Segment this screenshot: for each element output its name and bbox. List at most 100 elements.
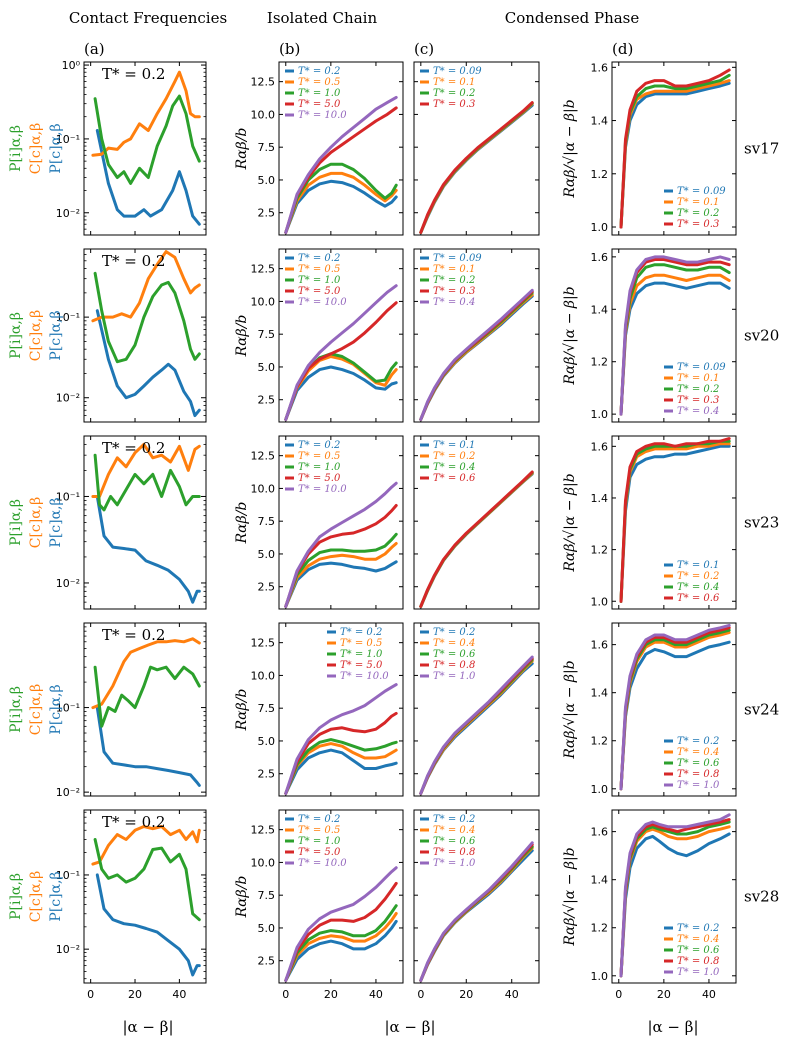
- panel-b-legend-entry: T* = 5.0: [340, 660, 383, 671]
- panel-d-legend-entry: T* = 0.1: [677, 373, 719, 384]
- panel-c-series-green: [419, 101, 534, 234]
- row-label-sv20: sv20: [744, 327, 779, 345]
- panel-a-ylabel-blue: P[c]α,β: [48, 310, 64, 360]
- panel-c-legend-entry: T* = 0.8: [433, 847, 475, 858]
- panel-b-legend-entry: T* = 10.0: [298, 484, 347, 495]
- panel-b-series-purple: [284, 284, 398, 421]
- panel-d-ytick-label: 1.2: [591, 922, 609, 935]
- panel-d-ytick-label: 1.0: [591, 221, 609, 234]
- panel-b-ylabel: Rαβ/b: [234, 128, 250, 171]
- panel-b-ytick-label: 2.5: [258, 955, 276, 968]
- panel-a-row0-frame: [83, 61, 207, 236]
- panel-d-ytick-label: 1.6: [591, 251, 609, 264]
- panel-b-ylabel: Rαβ/b: [234, 502, 250, 545]
- panel-c-legend-entry: T* = 0.6: [433, 649, 476, 660]
- panel-c-legend-entry: T* = 0.09: [433, 253, 482, 264]
- panel-c-series-green: [419, 471, 534, 608]
- panel-d-series-purple: [619, 813, 731, 978]
- panel-b-series-blue: [284, 365, 398, 421]
- panel-b-legend-entry: T* = 0.2: [298, 440, 340, 451]
- panel-d-ytick-label: 1.0: [591, 970, 609, 983]
- panel-d-ylabel: Rαβ/√|α − β|b: [562, 286, 578, 385]
- panel-d-legend-entry: T* = 0.3: [677, 219, 719, 230]
- panel-d-ytick-label: 1.2: [591, 356, 609, 369]
- panel-b-ytick-label: 10.0: [251, 108, 276, 121]
- panel-a-ylabel-green: P[i]α,β: [8, 125, 24, 172]
- panel-b-row0-frame: [278, 61, 404, 236]
- panel-c-legend-entry: T* = 0.6: [433, 473, 476, 484]
- panel-b-legend-entry: T* = 10.0: [298, 858, 347, 869]
- panel-b-series-purple: [284, 481, 398, 608]
- panel-b-series-red: [284, 711, 398, 795]
- row-label-sv23: sv23: [744, 514, 779, 532]
- panel-d-ytick-label: 1.6: [591, 826, 609, 839]
- panel-b-legend-entry: T* = 10.0: [340, 671, 389, 682]
- panel-a-series-orange: [91, 250, 201, 323]
- panel-b-ytick-label: 10.0: [251, 482, 276, 495]
- panel-a-series-green: [93, 94, 201, 185]
- panel-c-series-blue: [419, 294, 534, 421]
- panel-a-series-blue: [95, 706, 201, 787]
- panel-c-legend-entry: T* = 0.2: [433, 451, 475, 462]
- panel-a-ylabel-blue: P[c]α,β: [48, 684, 64, 734]
- panel-a-ylabel-orange: C[c]α,β: [28, 871, 44, 922]
- panel-d-legend-entry: T* = 0.2: [677, 208, 719, 219]
- temperature-annotation: T* = 0.2: [102, 626, 165, 644]
- panel-a-series-orange: [91, 70, 201, 157]
- panel-b-series-red: [284, 301, 398, 421]
- panel-d-ytick-label: 1.6: [591, 440, 609, 453]
- panel-b-xtick-label: 20: [324, 988, 338, 1001]
- panel-d-legend-entry: T* = 0.3: [677, 395, 719, 406]
- panel-b-row3-frame: [278, 622, 404, 797]
- panel-b-ylabel: Rαβ/b: [234, 689, 250, 732]
- panel-c-row3-frame: [413, 622, 540, 797]
- panel-d-row3-frame: [611, 622, 737, 797]
- panel-c-series-orange: [419, 471, 534, 608]
- panel-b-series-blue: [284, 179, 398, 234]
- panel-c-legend-entry: T* = 0.1: [433, 264, 475, 275]
- temperature-annotation: T* = 0.2: [102, 252, 165, 270]
- panel-b-legend-entry: T* = 0.5: [298, 825, 340, 836]
- panel-c-row1-frame: [413, 248, 540, 423]
- panel-d-series-red: [619, 68, 731, 229]
- temperature-annotation: T* = 0.2: [102, 439, 165, 457]
- panel-b-ytick-label: 2.5: [258, 768, 276, 781]
- panel-c-row0-frame: [413, 61, 540, 236]
- panel-c-series-purple: [419, 841, 534, 982]
- panel-d-legend-entry: T* = 0.6: [677, 758, 720, 769]
- panel-d-series-red: [619, 437, 731, 603]
- panel-d-ylabel: Rαβ/√|α − β|b: [562, 473, 578, 572]
- panel-b-ylabel: Rαβ/b: [234, 876, 250, 919]
- panel-c-series-blue: [419, 472, 534, 608]
- panel-label-a: (a): [84, 40, 105, 58]
- panel-b-ytick-label: 12.5: [251, 76, 276, 89]
- panel-labels: (a) (b) (c) (d): [84, 40, 633, 58]
- panel-d-legend-entry: T* = 0.8: [677, 769, 719, 780]
- panel-b-legend-entry: T* = 5.0: [298, 286, 341, 297]
- panel-a-series-green: [93, 453, 201, 512]
- panel-a-ylabel-blue: P[c]α,β: [48, 871, 64, 921]
- panel-b-series-green: [284, 904, 398, 982]
- panel-b-legend-entry: T* = 0.2: [298, 66, 340, 77]
- panel-b-series-orange: [284, 742, 398, 795]
- panel-b-ytick-label: 2.5: [258, 394, 276, 407]
- panel-c-legend-entry: T* = 0.4: [433, 462, 475, 473]
- panel-a-series-blue: [95, 495, 201, 604]
- panel-a-row3-frame: [83, 622, 207, 797]
- panel-b-series-red: [284, 881, 398, 982]
- panel-d-xtick-label: 20: [657, 988, 671, 1001]
- row-label-sv17: sv17: [744, 140, 779, 158]
- panel-d-legend-entry: T* = 0.2: [677, 736, 719, 747]
- panel-d-ytick-label: 1.0: [591, 783, 609, 796]
- panel-b-series-blue: [284, 919, 398, 982]
- panel-b-ytick-label: 12.5: [251, 824, 276, 837]
- panel-c-series-purple: [419, 655, 534, 795]
- panel-a-series-green: [93, 665, 201, 728]
- panel-b-series-green: [284, 532, 398, 608]
- column-title-condensed: Condensed Phase: [505, 9, 640, 27]
- panel-a-series-blue: [95, 873, 201, 977]
- panel-b-ytick-label: 5.0: [258, 174, 276, 187]
- panel-b-ylabel: Rαβ/b: [234, 315, 250, 358]
